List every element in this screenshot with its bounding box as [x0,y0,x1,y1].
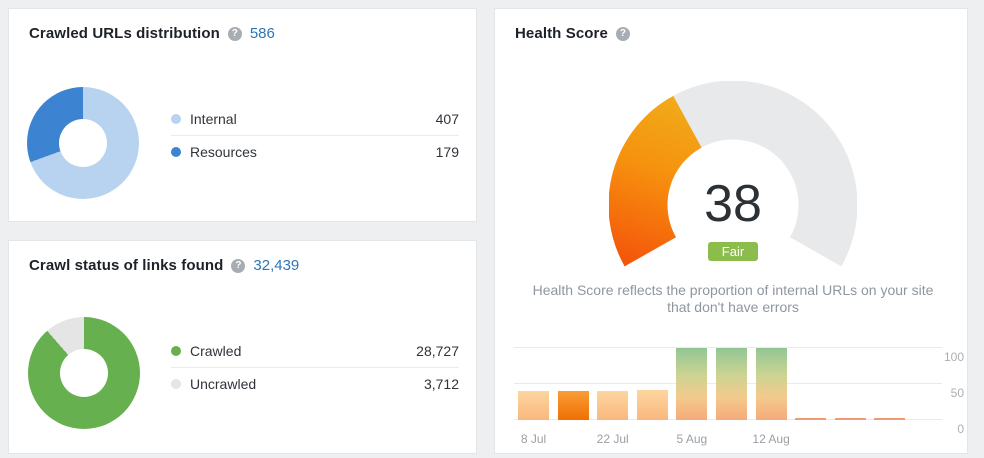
crawled-urls-card: Crawled URLs distribution ? 586 Internal… [8,8,477,222]
legend-value: 179 [435,144,459,160]
y-axis-label: 50 [950,385,964,400]
history-bar[interactable] [716,347,747,420]
health-score-value: 38 [704,175,762,233]
legend-item-crawled[interactable]: Crawled 28,727 [171,335,459,368]
history-bar[interactable] [676,347,708,420]
crawled-urls-donut-chart[interactable] [27,87,139,199]
history-bar[interactable] [557,390,589,420]
x-axis-label: 22 Jul [596,432,629,446]
crawl-status-header: Crawl status of links found ? 32,439 [29,257,299,274]
legend-value: 407 [435,111,459,127]
legend-item-uncrawled[interactable]: Uncrawled 3,712 [171,368,459,400]
crawled-dot-icon [171,346,181,356]
crawl-status-title: Crawl status of links found [29,257,224,274]
legend-label: Uncrawled [190,376,257,392]
x-axis-label: 12 Aug [752,432,790,446]
health-score-card: Health Score ? 38 Fair Health Score refl… [494,8,968,454]
y-axis-label: 100 [943,349,964,364]
crawled-urls-count-link[interactable]: 586 [249,25,275,42]
health-score-description: Health Score reflects the proportion of … [532,282,934,315]
help-icon[interactable]: ? [615,26,630,41]
resources-dot-icon [171,147,181,157]
health-rating-badge: Fair [707,242,759,261]
legend-value: 3,712 [423,376,459,392]
history-bar[interactable] [597,390,629,420]
crawl-status-card: Crawl status of links found ? 32,439 Cra… [8,240,477,454]
health-history-chart: 0 50 100 8 Jul 22 Jul 5 Aug 12 Aug [514,346,964,446]
history-bar[interactable] [755,347,787,420]
health-score-title: Health Score [515,25,608,42]
health-gauge-chart [609,81,857,267]
x-axis-label: 5 Aug [676,432,708,446]
x-axis-label: 8 Jul [520,432,547,446]
legend-label: Internal [190,111,237,127]
legend-label: Resources [190,144,257,160]
crawled-urls-legend: Internal 407 Resources 179 [171,103,459,168]
health-score-header: Health Score ? [515,25,630,42]
history-bar[interactable] [834,418,866,420]
history-bar[interactable] [518,390,549,420]
uncrawled-dot-icon [171,379,181,389]
legend-value: 28,727 [416,343,459,359]
history-bar[interactable] [636,389,668,420]
crawl-status-legend: Crawled 28,727 Uncrawled 3,712 [171,335,459,400]
crawl-status-donut-chart[interactable] [28,317,140,429]
help-icon[interactable]: ? [227,26,242,41]
y-axis-label: 0 [957,421,964,436]
gridline [514,346,942,348]
legend-item-internal[interactable]: Internal 407 [171,103,459,136]
history-bar[interactable] [795,418,827,420]
health-rating-wrap: Fair [609,242,857,261]
internal-dot-icon [171,114,181,124]
crawl-status-count-link[interactable]: 32,439 [253,257,300,274]
help-icon[interactable]: ? [231,258,246,273]
legend-item-resources[interactable]: Resources 179 [171,136,459,168]
crawled-urls-title: Crawled URLs distribution [29,25,220,42]
crawled-urls-header: Crawled URLs distribution ? 586 [29,25,275,42]
history-bar[interactable] [874,418,906,420]
legend-label: Crawled [190,343,242,359]
